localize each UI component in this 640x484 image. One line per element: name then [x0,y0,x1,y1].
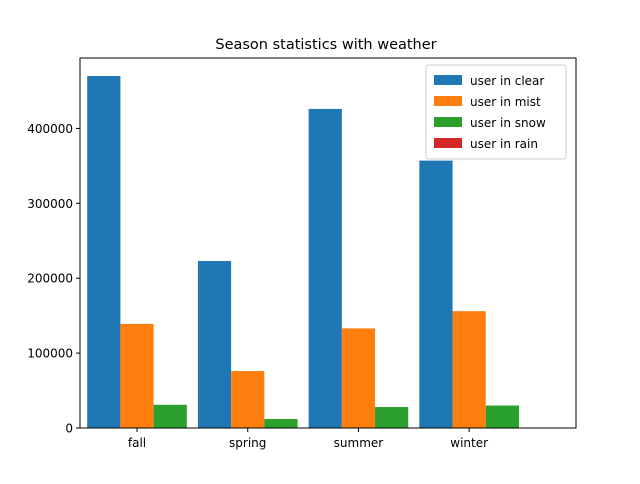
bar-user-in-clear-summer [308,108,342,429]
legend-label-user-in-snow: user in snow [470,116,546,130]
y-tick-label: 300000 [27,197,73,211]
legend-swatch-user-in-mist [434,96,462,106]
y-tick-label: 100000 [27,347,73,361]
chart-title: Season statistics with weather [215,37,436,53]
bar-user-in-clear-winter [419,160,453,429]
bar-user-in-clear-fall [87,75,121,428]
legend-label-user-in-mist: user in mist [470,95,541,109]
ticks-layer: fall spring summer winter 0 100000 200000 30000… [27,122,488,450]
legend-box [425,64,567,160]
bar-user-in-mist-fall [120,323,154,428]
bars-layer [87,75,519,429]
x-tick-label-spring: spring [229,436,266,450]
bar-user-in-snow-summer [375,407,409,428]
bar-user-in-clear-spring [197,260,232,428]
y-tick-label: 200000 [27,272,73,286]
legend-swatch-user-in-clear [434,75,462,85]
legend-swatch-user-in-snow [434,117,462,127]
bar-user-in-mist-winter [452,311,486,428]
x-tick-label-fall: fall [128,436,146,450]
bar-user-in-snow-fall [153,404,187,428]
bar-user-in-mist-spring [231,371,265,428]
legend-label-user-in-clear: user in clear [470,74,544,88]
y-tick-label: 400000 [27,122,73,136]
x-tick-label-winter: winter [450,436,488,450]
bar-user-in-snow-winter [485,405,519,428]
y-tick-label: 0 [65,422,73,436]
legend: user in clear user in mist user in snow use… [425,64,567,160]
plot-frame [79,57,577,429]
x-tick-label-summer: summer [334,436,384,450]
legend-swatch-user-in-rain [434,138,462,148]
legend-label-user-in-rain: user in rain [470,137,538,151]
bar-user-in-snow-spring [264,419,298,428]
bar-user-in-mist-summer [341,328,376,428]
